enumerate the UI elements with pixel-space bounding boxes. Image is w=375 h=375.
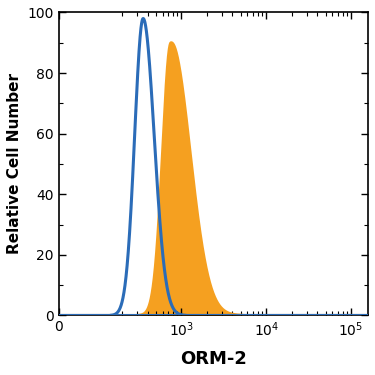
X-axis label: ORM-2: ORM-2 — [180, 350, 247, 368]
Y-axis label: Relative Cell Number: Relative Cell Number — [7, 74, 22, 255]
